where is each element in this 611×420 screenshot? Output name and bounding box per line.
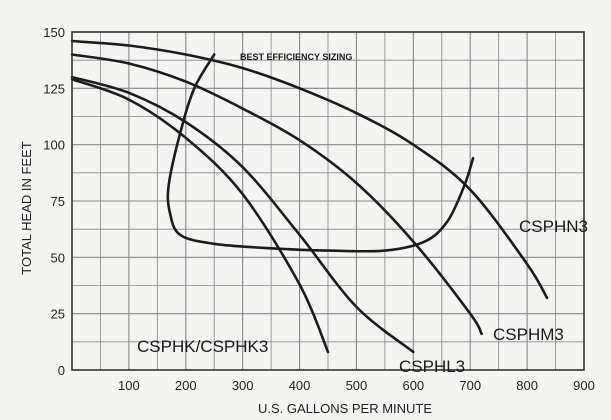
series-label-csphm3: CSPHM3: [493, 325, 564, 344]
series-label-csphl3: CSPHL3: [399, 357, 465, 376]
y-axis-label: TOTAL HEAD IN FEET: [19, 141, 34, 274]
series-label-csphk-csphk3: CSPHK/CSPHK3: [137, 337, 268, 356]
best-efficiency-label: BEST EFFICIENCY SIZING: [240, 52, 352, 62]
y-tick-label: 100: [43, 138, 65, 153]
x-tick-label: 300: [232, 378, 254, 393]
x-tick-label: 800: [516, 378, 538, 393]
y-tick-label: 0: [58, 363, 65, 378]
series-line-csphn3: [70, 39, 549, 300]
series-lines: [70, 39, 549, 354]
x-tick-label: 100: [118, 378, 140, 393]
plot-frame: [71, 31, 585, 371]
y-tick-label: 75: [51, 194, 65, 209]
y-tick-label: 150: [43, 25, 65, 40]
series-line-csphk-csphk3: [70, 78, 330, 354]
series-line-csphl3: [70, 75, 415, 354]
y-tick-label: 50: [51, 250, 65, 265]
y-tick-label: 25: [51, 307, 65, 322]
x-tick-label: 600: [402, 378, 424, 393]
best-efficiency-curve: [166, 53, 475, 253]
x-tick-label: 200: [175, 378, 197, 393]
x-tick-label: 900: [573, 378, 595, 393]
series-line-csphm3: [70, 53, 483, 336]
tick-labels: 100 200 300 400 500 600 700 800 900 0 25 50 75 100 125…: [43, 25, 595, 393]
x-axis-label: U.S. GALLONS PER MINUTE: [258, 401, 432, 416]
grid: [72, 32, 584, 370]
y-tick-label: 125: [43, 81, 65, 96]
x-tick-label: 700: [459, 378, 481, 393]
x-tick-label: 500: [346, 378, 368, 393]
x-tick-label: 400: [289, 378, 311, 393]
series-label-csphn3: CSPHN3: [519, 217, 588, 236]
